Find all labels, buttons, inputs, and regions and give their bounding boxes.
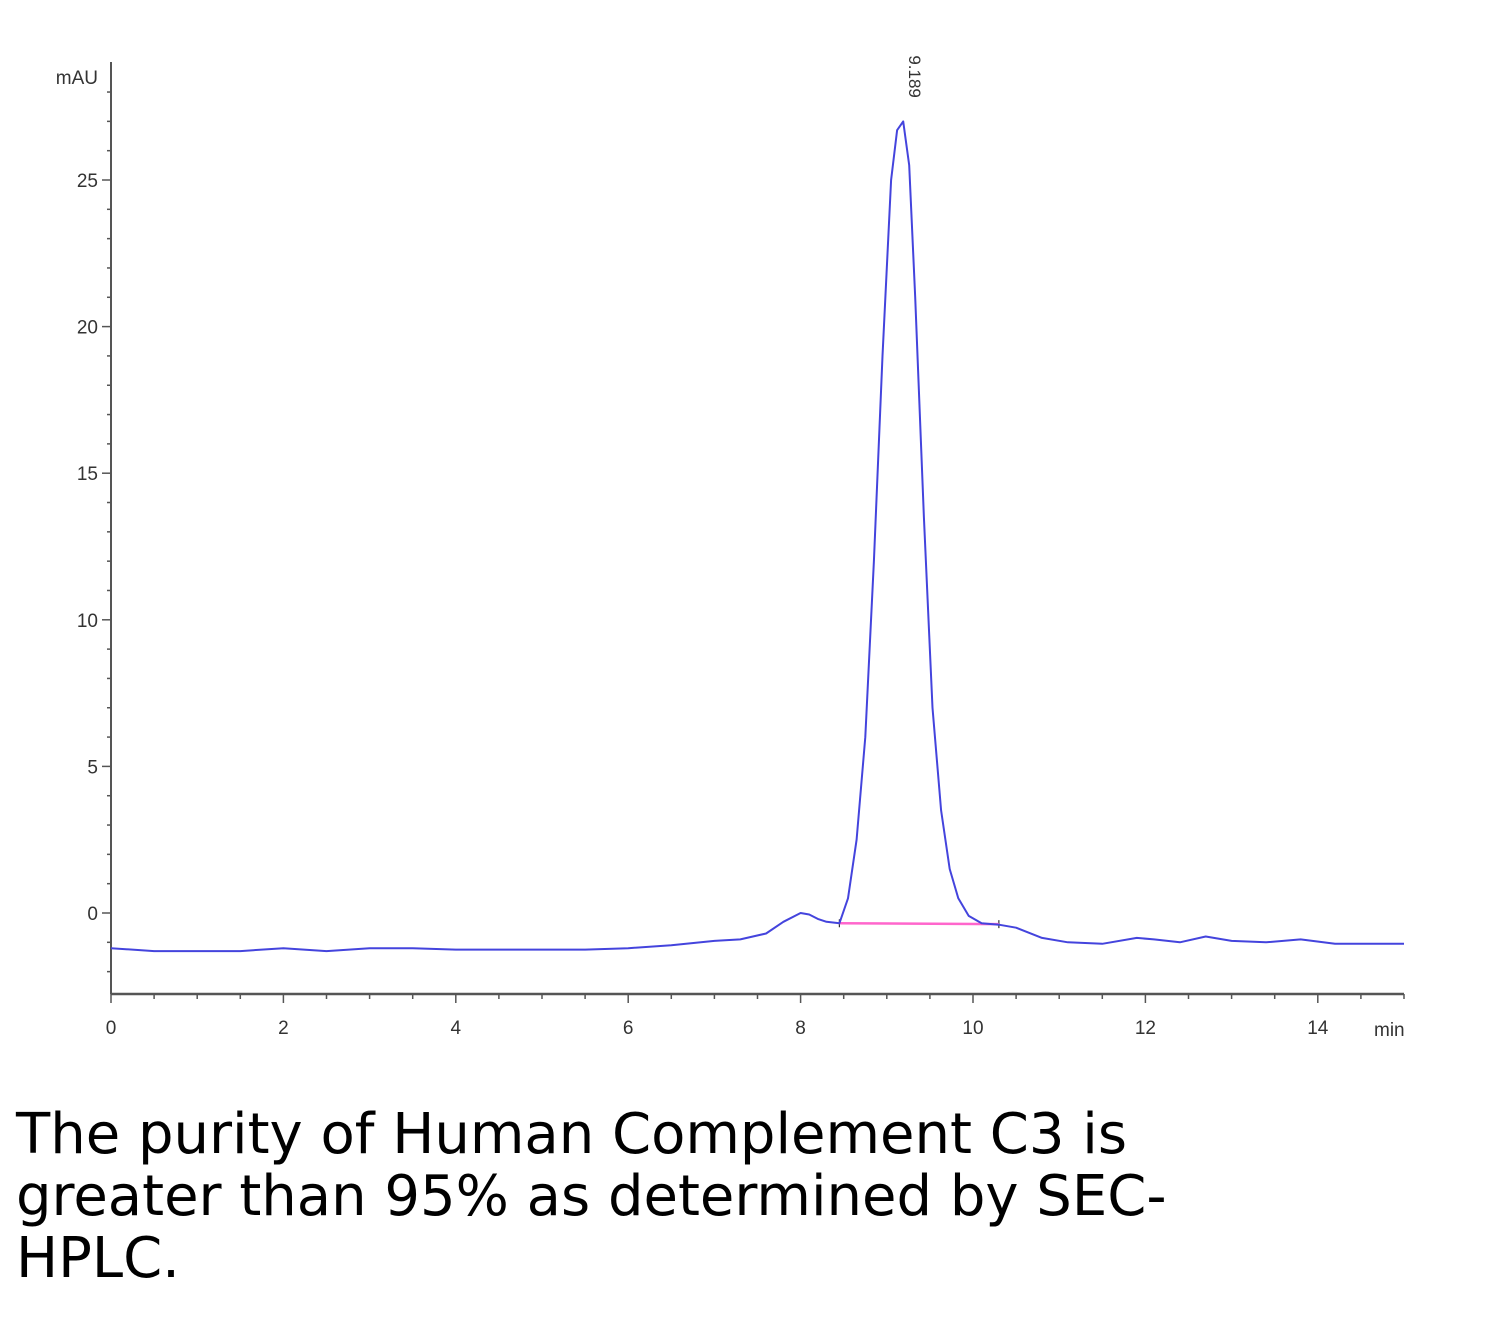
- y-tick-label: 15: [77, 464, 98, 485]
- x-tick-label: 12: [1135, 1018, 1156, 1039]
- chromatogram-chart: mAU min 0 5 10 15 20 25 0 2 4 6 8 10 12 14 9.189: [56, 55, 1405, 1041]
- x-tick-label: 6: [623, 1018, 634, 1039]
- y-tick-label: 20: [77, 318, 98, 339]
- x-tick-label: 8: [795, 1018, 806, 1039]
- y-tick-label: 5: [87, 757, 98, 778]
- peak-retention-time-label: 9.189: [905, 55, 924, 98]
- y-tick-label: 0: [87, 904, 98, 925]
- x-tick-label: 10: [962, 1018, 983, 1039]
- x-tick-label: 2: [278, 1018, 289, 1039]
- y-tick-label: 10: [77, 611, 98, 632]
- x-tick-label: 14: [1307, 1018, 1329, 1039]
- integration-baseline: [839, 922, 999, 926]
- x-tick-label: 0: [106, 1018, 117, 1039]
- y-axis-unit-label: mAU: [56, 68, 98, 89]
- y-tick-label: 25: [77, 171, 98, 192]
- axis-ticks: 0 5 10 15 20 25 0 2 4 6 8 10 12 14: [77, 91, 1405, 1039]
- x-tick-label: 4: [451, 1018, 462, 1039]
- x-axis-unit-label: min: [1374, 1020, 1405, 1041]
- chromatogram-trace: [110, 120, 1404, 953]
- purity-caption: The purity of Human Complement C3 is gre…: [16, 1102, 1167, 1291]
